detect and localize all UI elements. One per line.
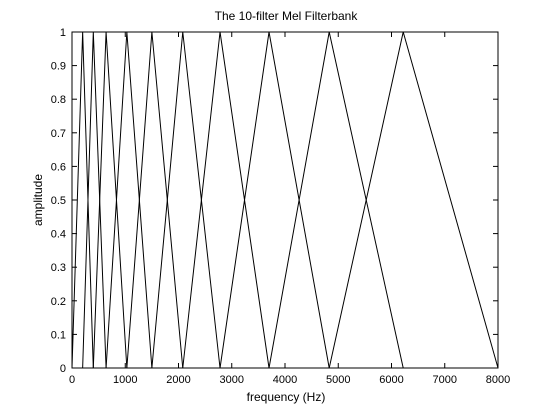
filter-line-2 <box>82 31 107 369</box>
filter-line-3 <box>92 31 128 369</box>
filter-series <box>71 31 499 369</box>
x-tick-label: 7000 <box>433 374 457 386</box>
x-tick-label: 1000 <box>113 374 137 386</box>
y-tick-label: 0.5 <box>51 195 66 207</box>
y-tick-label: 0.3 <box>51 262 66 274</box>
y-tick-label: 1 <box>60 27 66 39</box>
filter-line-9 <box>268 31 404 369</box>
filter-line-8 <box>219 31 330 369</box>
x-tick-label: 0 <box>69 374 75 386</box>
x-tick-label: 2000 <box>166 374 190 386</box>
x-tick-label: 3000 <box>220 374 244 386</box>
y-tick-label: 0.1 <box>51 329 66 341</box>
y-tick-label: 0.7 <box>51 128 66 140</box>
x-tick-label: 8000 <box>486 374 510 386</box>
x-tick-label: 6000 <box>379 374 403 386</box>
x-tick-label: 4000 <box>273 374 297 386</box>
y-tick-label: 0.4 <box>51 229 66 241</box>
y-tick-label: 0.9 <box>51 61 66 73</box>
y-tick-label: 0.6 <box>51 161 66 173</box>
plot-frame <box>71 31 499 369</box>
axis-ticks: 0 1000 2000 3000 4000 5000 6000 7000 8000 0 0.1 0.2… <box>51 27 511 386</box>
filter-line-4 <box>105 31 153 369</box>
y-tick-label: 0.8 <box>51 94 66 106</box>
x-axis-label: frequency (Hz) <box>247 390 326 404</box>
x-tick-label: 5000 <box>326 374 350 386</box>
filter-line-5 <box>126 31 184 369</box>
filter-line-6 <box>151 31 221 369</box>
y-tick-label: 0 <box>60 363 66 375</box>
y-axis-label: amplitude <box>31 174 45 226</box>
filter-line-10 <box>328 31 499 369</box>
y-tick-label: 0.2 <box>51 296 66 308</box>
filter-line-7 <box>182 31 270 369</box>
chart-title: The 10-filter Mel Filterbank <box>215 9 359 23</box>
